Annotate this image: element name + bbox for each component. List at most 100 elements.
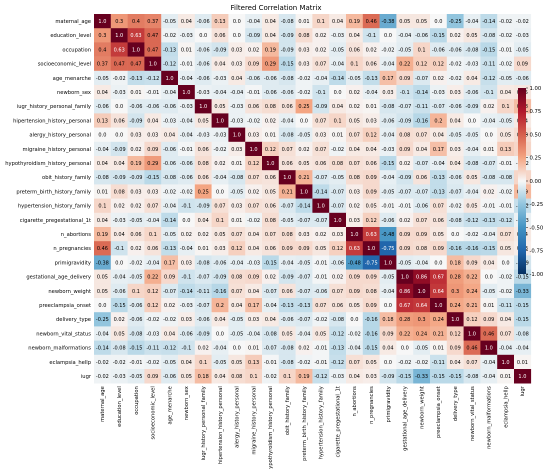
heatmap-cell xyxy=(430,283,448,299)
heatmap-cell xyxy=(413,14,431,29)
cell-value-label: -0.07 xyxy=(298,289,311,295)
colorbar-tick-label: 1.00 xyxy=(530,86,542,92)
cell-value-label: -0.05 xyxy=(331,175,344,181)
heatmap-cell xyxy=(396,269,414,285)
cell-value-label: 0.05 xyxy=(97,289,108,295)
cell-value-label: -0.06 xyxy=(449,175,462,181)
cell-value-label: -0.04 xyxy=(331,62,344,68)
heatmap-cell xyxy=(228,28,246,43)
heatmap-cell xyxy=(127,170,145,185)
cell-value-label: 1.0 xyxy=(98,19,106,25)
cell-value-label: 1.0 xyxy=(468,331,476,337)
heatmap-cell xyxy=(312,198,330,214)
cell-value-label: -0.15 xyxy=(516,275,529,281)
cell-value-label: -0.06 xyxy=(247,76,260,82)
cell-value-label: 0.05 xyxy=(500,246,511,252)
cell-value-label: 0.09 xyxy=(450,346,461,352)
cell-value-label: 0.03 xyxy=(450,90,461,96)
cell-value-label: -0.04 xyxy=(348,346,361,352)
heatmap-cell xyxy=(127,28,145,43)
cell-value-label: -0.04 xyxy=(230,90,243,96)
heatmap-cell xyxy=(329,241,347,256)
cell-value-label: 0.04 xyxy=(164,133,175,139)
cell-value-label: -0.15 xyxy=(365,346,378,352)
heatmap-cell xyxy=(413,141,431,157)
cell-value-label: -0.05 xyxy=(230,189,243,195)
cell-value-label: 0.09 xyxy=(366,189,377,195)
cell-value-label: -0.13 xyxy=(482,218,495,224)
cell-value-label: -0.05 xyxy=(382,275,395,281)
cell-value-label: 0.06 xyxy=(214,33,225,39)
row-tick-label: n_abortions xyxy=(61,232,92,238)
cell-value-label: 1.0 xyxy=(233,133,241,139)
heatmap-cell xyxy=(245,184,263,199)
heatmap-cell xyxy=(110,184,128,199)
row-tick-label: newborn_weight xyxy=(48,289,91,295)
heatmap-cell xyxy=(430,14,448,29)
cell-value-label: 0.08 xyxy=(265,218,276,224)
cell-value-label: 0.13 xyxy=(214,19,225,25)
cell-value-label: -0.09 xyxy=(214,275,227,281)
heatmap-cell xyxy=(278,14,296,29)
cell-value-label: 0.09 xyxy=(147,374,158,380)
heatmap-cell xyxy=(312,14,330,29)
heatmap-cell xyxy=(245,85,263,100)
cell-value-label: -0.04 xyxy=(482,374,495,380)
heatmap-cell xyxy=(446,141,464,157)
cell-value-label: 0.01 xyxy=(231,218,242,224)
heatmap-cell xyxy=(295,312,313,327)
cell-value-label: -0.02 xyxy=(499,33,512,39)
cell-value-label: -0.04 xyxy=(96,331,109,337)
cell-value-label: 0.12 xyxy=(366,133,377,139)
cell-value-label: 0.09 xyxy=(366,303,377,309)
cell-value-label: -0.15 xyxy=(113,303,126,309)
heatmap-cell xyxy=(329,99,347,114)
cell-value-label: -0.06 xyxy=(113,289,126,295)
cell-value-label: -0.06 xyxy=(314,289,327,295)
heatmap-cell xyxy=(446,28,464,43)
cell-value-label: 0.08 xyxy=(265,104,276,110)
heatmap-cell xyxy=(312,85,330,100)
heatmap-cell xyxy=(110,340,128,356)
heatmap-cell xyxy=(110,227,128,242)
cell-value-label: -0.06 xyxy=(197,62,210,68)
cell-value-label: -0.38 xyxy=(382,19,395,25)
cell-value-label: 0.03 xyxy=(332,232,343,238)
heatmap-cell xyxy=(497,369,515,384)
cell-value-label: -0.07 xyxy=(415,161,428,167)
heatmap-cell xyxy=(161,198,179,214)
heatmap-cell xyxy=(379,70,397,86)
cell-value-label: 0.06 xyxy=(332,303,343,309)
heatmap-cell xyxy=(211,170,229,185)
cell-value-label: 0.07 xyxy=(349,161,360,167)
heatmap-cell xyxy=(446,369,464,384)
heatmap-cell xyxy=(144,170,162,185)
heatmap-cell xyxy=(161,283,179,299)
heatmap-cell xyxy=(94,312,112,327)
cell-value-label: -0.05 xyxy=(298,260,311,266)
heatmap-cell xyxy=(94,298,112,313)
cell-value-label: 1.0 xyxy=(300,189,308,195)
heatmap-cell xyxy=(295,184,313,199)
heatmap-cell xyxy=(396,298,414,313)
heatmap-cell xyxy=(211,141,229,157)
cell-value-label: -0.04 xyxy=(466,189,479,195)
cell-value-label: -0.04 xyxy=(180,118,193,124)
heatmap-cell xyxy=(396,42,414,57)
heatmap-cell xyxy=(480,28,498,43)
cell-value-label: 0.18 xyxy=(382,317,393,323)
heatmap-cell xyxy=(127,340,145,356)
row-tick-label: migraine_history_personal xyxy=(23,147,91,153)
cell-value-label: -0.09 xyxy=(281,33,294,39)
cell-value-label: 0.02 xyxy=(248,189,259,195)
heatmap-cell xyxy=(194,156,212,171)
cell-value-label: 0.05 xyxy=(399,19,410,25)
heatmap-cell xyxy=(312,340,330,356)
heatmap-cell xyxy=(430,85,448,100)
cell-value-label: 0.03 xyxy=(147,189,158,195)
cell-value-label: -0.13 xyxy=(163,47,176,53)
heatmap-cell xyxy=(514,312,532,327)
cell-value-label: -0.07 xyxy=(398,189,411,195)
cell-value-label: -0.48 xyxy=(348,260,361,266)
row-tick-label: obit_history_family xyxy=(42,175,91,181)
